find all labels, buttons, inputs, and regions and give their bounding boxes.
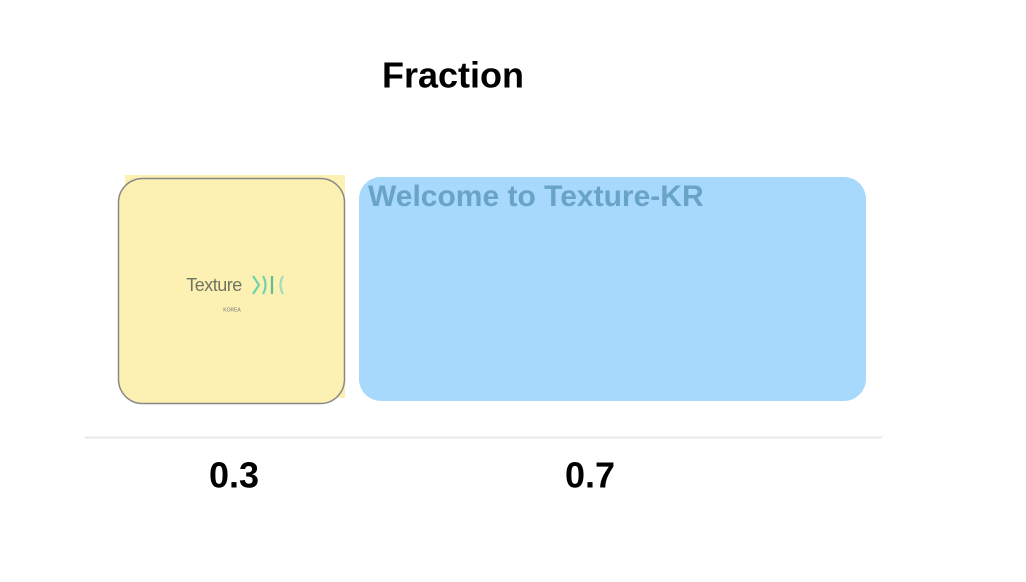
blue-panel <box>359 177 866 401</box>
title: Fraction <box>382 55 524 96</box>
logo-icon <box>252 275 284 295</box>
welcome-text: Welcome to Texture-KR <box>368 180 704 213</box>
fraction-label: 0.7 <box>565 455 615 496</box>
logo-subtext: KOREA <box>223 307 241 313</box>
fraction-label: 0.3 <box>209 455 259 496</box>
logo-box <box>117 177 346 405</box>
logo-text: Texture <box>186 275 242 295</box>
